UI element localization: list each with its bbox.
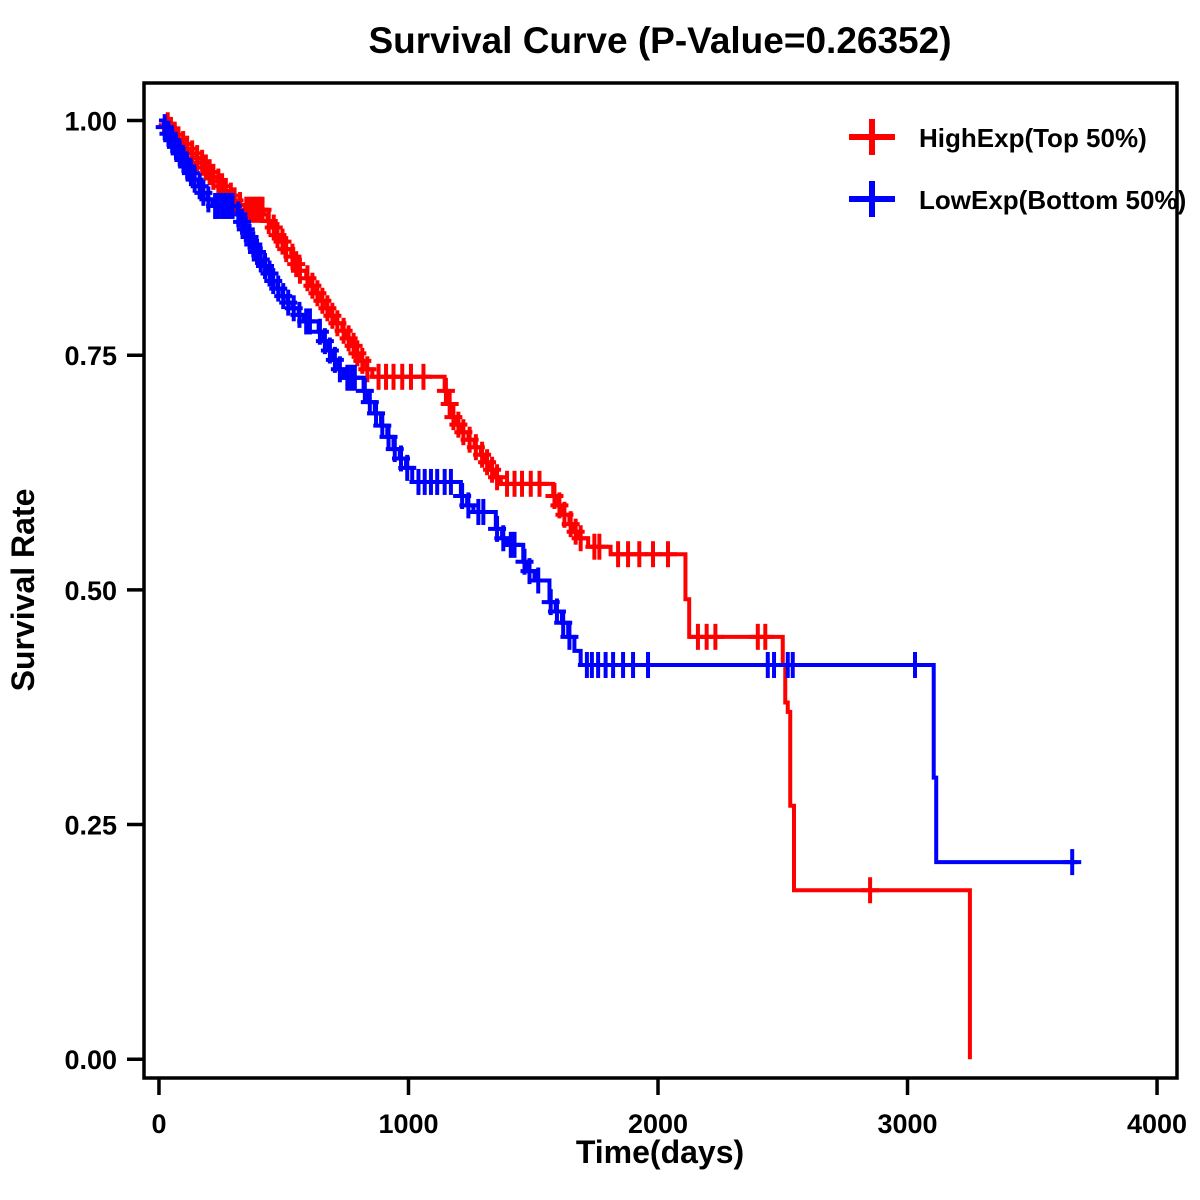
page-title: Survival Curve (P-Value=0.26352) <box>368 20 951 61</box>
y-tick-label: 0.75 <box>64 341 117 371</box>
y-tick-label: 0.25 <box>64 811 117 841</box>
x-tick-label: 3000 <box>877 1109 937 1139</box>
y-tick-label: 0.00 <box>64 1045 117 1075</box>
legend-label: HighExp(Top 50%) <box>919 123 1147 153</box>
x-axis-label: Time(days) <box>576 1134 744 1170</box>
legend-label: LowExp(Bottom 50%) <box>919 185 1186 215</box>
y-axis-label: Survival Rate <box>5 489 41 692</box>
km-series-layer <box>155 112 1082 1060</box>
y-axis-ticks: 0.00 0.25 0.50 0.75 1.00 <box>64 107 144 1075</box>
censor-marks <box>155 114 1082 876</box>
km-series-low <box>155 114 1082 876</box>
x-tick-label: 4000 <box>1127 1109 1187 1139</box>
legend-item-high-exp[interactable]: HighExp(Top 50%) <box>849 119 1147 155</box>
chart-legend: HighExp(Top 50%) LowExp(Bottom 50%) <box>849 119 1186 217</box>
y-tick-label: 0.50 <box>64 576 117 606</box>
y-tick-label: 1.00 <box>64 107 117 137</box>
plot-panel-border <box>142 81 1179 1080</box>
x-tick-label: 0 <box>151 1109 166 1139</box>
legend-item-low-exp[interactable]: LowExp(Bottom 50%) <box>849 181 1186 217</box>
x-tick-label: 1000 <box>378 1109 438 1139</box>
x-axis-ticks: 0 1000 2000 3000 4000 <box>151 1078 1187 1139</box>
x-tick-label: 2000 <box>628 1109 688 1139</box>
